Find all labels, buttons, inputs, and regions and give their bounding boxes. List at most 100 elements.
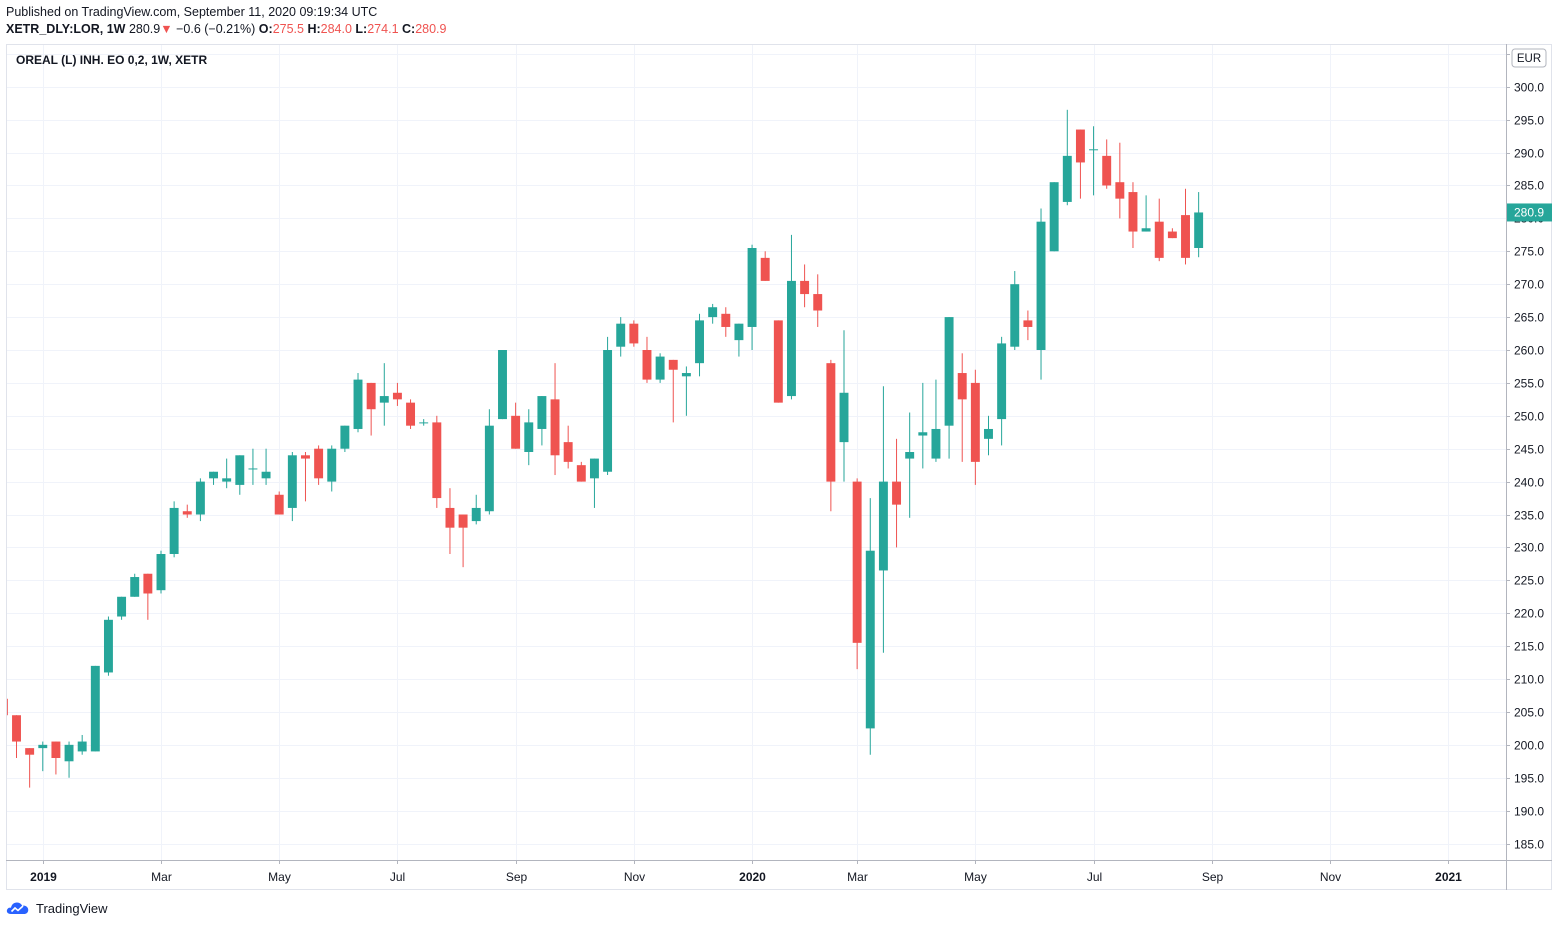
price-tick-label: 265.0 — [1514, 311, 1544, 325]
price-tick-label: 185.0 — [1514, 838, 1544, 852]
candle-body — [668, 359, 678, 370]
chart-container[interactable]: 305.0300.0295.0290.0285.0280.0275.0270.0… — [0, 44, 1552, 890]
candle — [143, 573, 153, 620]
candle — [892, 438, 902, 548]
currency-badge[interactable]: EUR — [1511, 48, 1547, 68]
candle-body — [576, 465, 586, 482]
candle-body — [616, 323, 626, 347]
candle — [734, 323, 744, 357]
candle — [1023, 310, 1033, 341]
candle — [169, 501, 179, 558]
candle — [1049, 182, 1059, 252]
candle-body — [957, 373, 967, 400]
candle-body — [327, 448, 337, 482]
price-axis[interactable]: 305.0300.0295.0290.0285.0280.0275.0270.0… — [1506, 48, 1544, 852]
last-price-tag: 280.9 — [1507, 203, 1552, 222]
candle-body — [340, 425, 350, 449]
candle — [1036, 208, 1046, 380]
time-axis[interactable]: 2019 Mar May Jul Sep Nov 2020 Mar May Jul Sep Nov 20… — [30, 860, 1462, 884]
candle-body — [1141, 228, 1151, 232]
price-tick-label: 285.0 — [1514, 179, 1544, 193]
candle-body — [419, 422, 429, 424]
time-tick-label: 2020 — [739, 870, 766, 884]
candle — [786, 234, 796, 400]
candle — [839, 330, 849, 482]
candle-body — [839, 392, 849, 443]
candle — [970, 369, 980, 485]
candle — [563, 425, 573, 469]
candle-body — [484, 425, 494, 512]
candle-body — [734, 323, 744, 341]
candle-body — [931, 428, 941, 459]
candle-body — [944, 317, 954, 426]
candle — [668, 359, 678, 423]
candle-body — [64, 744, 74, 762]
price-tick-label: 195.0 — [1514, 772, 1544, 786]
price-change: −0.6 (−0.21%) — [176, 22, 256, 36]
candle-body — [511, 415, 521, 449]
candle — [852, 478, 862, 670]
candle-body — [695, 320, 704, 364]
candle-body — [366, 382, 376, 410]
candle — [235, 455, 245, 495]
candle — [156, 550, 166, 594]
price-tick-label: 245.0 — [1514, 443, 1544, 457]
high-value: 284.0 — [320, 22, 352, 36]
candle-body — [708, 307, 718, 318]
candle — [195, 478, 205, 522]
chart-border — [6, 44, 1552, 890]
candle — [471, 494, 481, 525]
candle-body — [1194, 212, 1204, 248]
candle — [655, 353, 665, 383]
candle-body — [773, 320, 783, 403]
time-tick-label: Sep — [506, 870, 528, 884]
price-tick-label: 255.0 — [1514, 377, 1544, 391]
candle-body — [1154, 221, 1164, 258]
published-line: Published on TradingView.com, September … — [6, 5, 378, 19]
candle — [392, 382, 402, 406]
candle-body — [655, 356, 665, 380]
high-label: H: — [307, 22, 321, 36]
time-tick-label: May — [964, 870, 987, 884]
price-tick-label: 225.0 — [1514, 574, 1544, 588]
candle-body — [274, 494, 284, 515]
candle-body — [12, 715, 21, 742]
close-value: 280.9 — [415, 22, 447, 36]
candle-body — [984, 428, 993, 439]
price-tick-label: 205.0 — [1514, 706, 1544, 720]
candle — [1115, 142, 1125, 219]
candle — [878, 386, 888, 653]
candle — [957, 353, 967, 462]
brand-label: TradingView — [36, 900, 108, 916]
candle-body — [25, 748, 35, 755]
candle — [419, 419, 429, 426]
candle — [51, 741, 61, 775]
candle-body — [90, 665, 100, 752]
candle-body — [182, 511, 192, 515]
time-tick-label: Sep — [1202, 870, 1224, 884]
price-tick-label: 260.0 — [1514, 344, 1544, 358]
grid-lines — [6, 44, 1506, 860]
time-tick-label: Nov — [624, 870, 645, 884]
candle — [1102, 139, 1112, 189]
price-tick-label: 250.0 — [1514, 410, 1544, 424]
candle-body — [629, 323, 639, 344]
footer-brand[interactable]: TradingView — [6, 900, 108, 916]
candle-body — [905, 452, 915, 459]
candle — [445, 488, 455, 554]
candle — [130, 573, 140, 597]
candle — [103, 616, 113, 676]
candle-body — [287, 455, 297, 508]
candle — [524, 409, 534, 466]
candle — [182, 504, 192, 518]
candle — [1194, 192, 1204, 258]
candlestick-chart[interactable]: 305.0300.0295.0290.0285.0280.0275.0270.0… — [0, 44, 1552, 890]
candle-body — [997, 343, 1007, 420]
candle — [458, 514, 468, 568]
candle-body — [747, 248, 757, 327]
candle — [931, 379, 941, 462]
candle — [498, 350, 507, 420]
candle — [905, 412, 915, 518]
price-tick-label: 275.0 — [1514, 245, 1544, 259]
candle — [550, 363, 560, 476]
